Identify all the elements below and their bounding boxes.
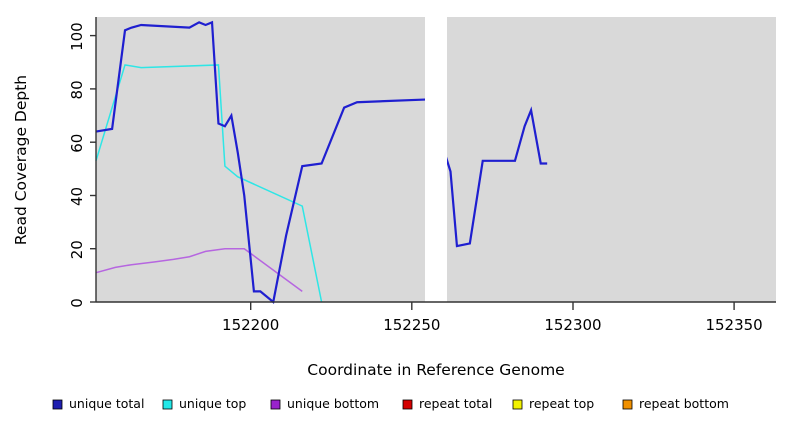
- chart-legend: unique total unique top unique bottom repea…: [52, 396, 729, 411]
- legend-label: repeat top: [529, 396, 594, 411]
- x-axis-ticks: 152200 152250 152300 152350: [222, 302, 763, 334]
- y-tick-label: 60: [68, 134, 86, 153]
- legend-swatch: [52, 399, 63, 410]
- y-tick-label: 20: [68, 240, 86, 259]
- series-unique-bottom: [95, 247, 303, 292]
- y-tick-label: 40: [68, 187, 86, 206]
- legend-label: repeat total: [419, 396, 492, 411]
- x-tick-label: 152350: [705, 316, 762, 334]
- series-unique-top: [95, 64, 323, 303]
- x-tick-label: 152250: [383, 316, 440, 334]
- y-axis-title: Read Coverage Depth: [12, 75, 30, 245]
- legend-swatch: [622, 399, 633, 410]
- y-tick-label: 0: [68, 298, 86, 308]
- legend-swatch: [402, 399, 413, 410]
- legend-label: repeat bottom: [639, 396, 729, 411]
- legend-label: unique top: [179, 396, 246, 411]
- y-tick-label: 100: [68, 22, 86, 51]
- legend-label: unique total: [69, 396, 144, 411]
- x-tick-label: 152200: [222, 316, 279, 334]
- y-tick-label: 80: [68, 80, 86, 99]
- legend-swatch: [162, 399, 173, 410]
- legend-swatch: [270, 399, 281, 410]
- legend-swatch: [512, 399, 523, 410]
- x-tick-label: 152300: [544, 316, 601, 334]
- axes-layer: 0 20 40 60 80 100 152200 152250 152300 152350: [68, 17, 776, 334]
- x-axis-title: Coordinate in Reference Genome: [307, 361, 564, 379]
- y-axis-ticks: 0 20 40 60 80 100: [68, 22, 96, 308]
- legend-label: unique bottom: [287, 396, 379, 411]
- data-gap-region: [425, 17, 447, 302]
